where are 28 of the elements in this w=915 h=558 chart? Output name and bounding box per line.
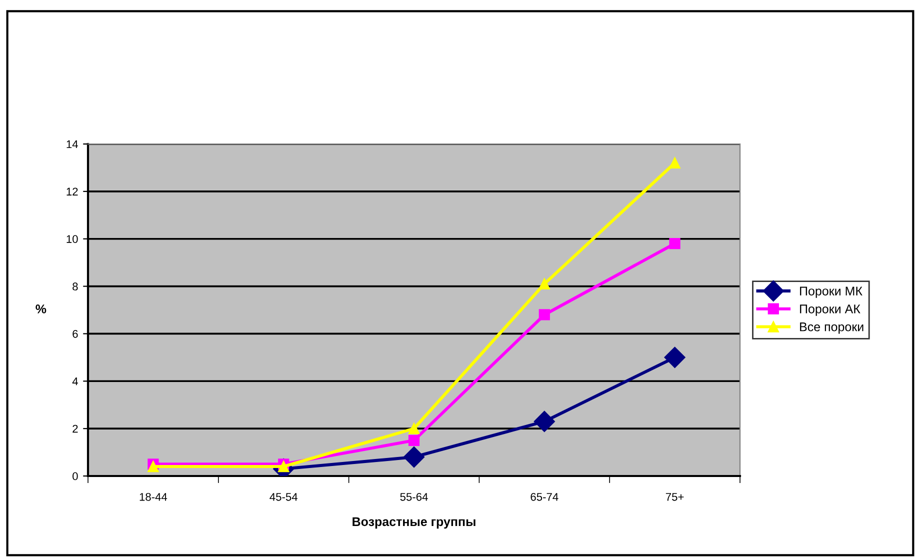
- y-axis-title: %: [36, 304, 46, 314]
- point: [538, 278, 550, 290]
- x-tick-label: 75+: [666, 493, 684, 501]
- point: [148, 460, 159, 472]
- y-tick-label: 0: [72, 472, 78, 480]
- legend-label: Пороки МК: [800, 286, 862, 298]
- y-tick-label: 8: [72, 282, 78, 290]
- y-tick-label: 6: [72, 330, 78, 338]
- y-tick-label: 12: [66, 188, 78, 196]
- point: [664, 346, 686, 368]
- x-tick-label: 45-54: [270, 493, 298, 501]
- y-tick-label: 14: [66, 140, 78, 148]
- x-axis-title: Возрастные группы: [352, 517, 476, 529]
- legend-label: Пороки АК: [800, 304, 860, 316]
- legend-label: Все пороки: [800, 322, 864, 334]
- point: [534, 410, 555, 432]
- point: [403, 446, 425, 468]
- x-tick-label: 18-44: [140, 492, 168, 501]
- x-tick-label: 65-74: [530, 492, 558, 501]
- y-tick-label: 2: [72, 424, 78, 433]
- point: [408, 434, 420, 446]
- y-tick-label: 4: [72, 378, 78, 386]
- x-tick-label: 55-64: [400, 492, 428, 501]
- point: [669, 238, 680, 250]
- point: [408, 423, 420, 434]
- point: [538, 309, 550, 320]
- point: [669, 157, 680, 169]
- y-tick-label: 10: [66, 235, 78, 243]
